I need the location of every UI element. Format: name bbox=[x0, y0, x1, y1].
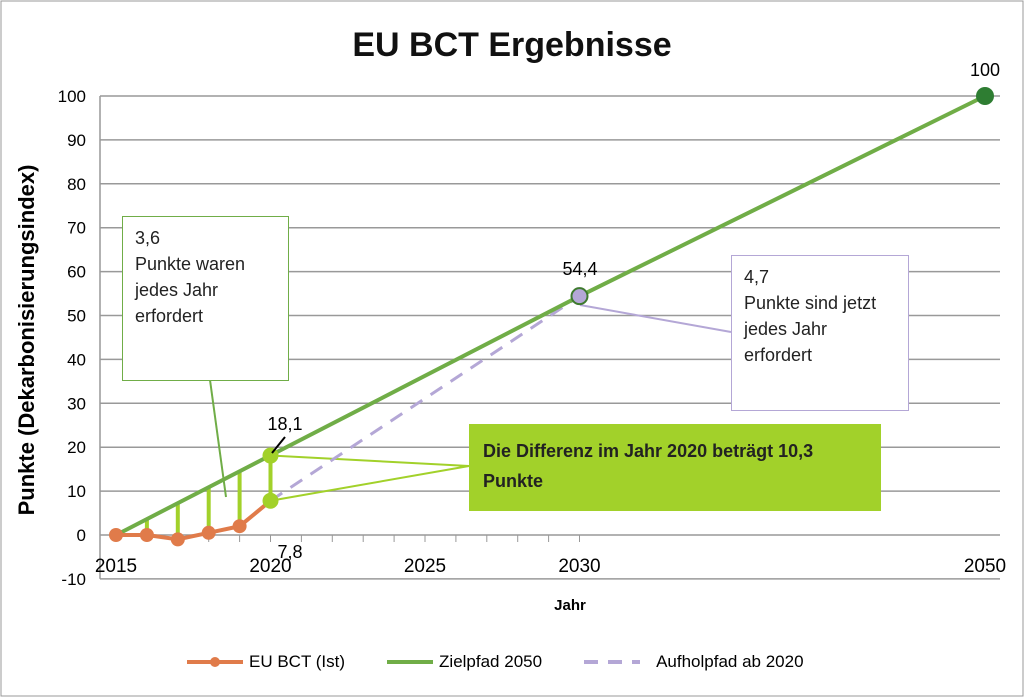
y-tick-label: 40 bbox=[67, 350, 86, 369]
annotation-left-value: 3,6 bbox=[135, 228, 161, 248]
x-tick-label: 2015 bbox=[95, 556, 137, 577]
annotation-right-value: 4,7 bbox=[744, 267, 770, 287]
legend-marker-icon bbox=[187, 657, 243, 667]
y-tick-label: 20 bbox=[67, 438, 86, 457]
data-point-ist bbox=[139, 528, 154, 542]
legend-line-icon bbox=[387, 660, 434, 664]
data-point-ist bbox=[109, 528, 123, 542]
y-tick-label: -10 bbox=[61, 570, 86, 589]
chart-title: EU BCT Ergebnisse bbox=[352, 26, 671, 64]
diff-connector-top bbox=[270, 454, 470, 467]
diff-connector-bottom bbox=[270, 465, 470, 502]
legend-label: Aufholpfad ab 2020 bbox=[656, 652, 804, 671]
legend: EU BCT (Ist) Zielpfad 2050 Aufholpfad ab… bbox=[185, 652, 804, 672]
data-label: 18,1 bbox=[267, 414, 302, 434]
x-tick-label: 2050 bbox=[964, 556, 1006, 577]
annotation-right-connector bbox=[579, 304, 732, 333]
y-tick-label: 0 bbox=[77, 526, 86, 545]
y-tick-label: 90 bbox=[67, 131, 86, 150]
x-axis-label: Jahr bbox=[554, 597, 586, 614]
label-pointer bbox=[271, 436, 286, 454]
x-tick-label: 2025 bbox=[404, 556, 446, 577]
data-point-ist bbox=[170, 532, 185, 547]
legend-label: Zielpfad 2050 bbox=[439, 652, 543, 671]
annotation-left: 3,6 Punkte waren jedes Jahr erfordert bbox=[122, 216, 289, 381]
y-tick-label: 30 bbox=[67, 394, 86, 413]
data-point-ist-2020 bbox=[262, 492, 279, 509]
y-tick-label: 50 bbox=[67, 307, 86, 326]
legend-item-aufholpfad[interactable]: Aufholpfad ab 2020 bbox=[582, 652, 804, 672]
data-label: 54,4 bbox=[562, 259, 597, 279]
series-line-aufholpfad bbox=[269, 294, 581, 503]
annotation-difference: Die Differenz im Jahr 2020 beträgt 10,3 … bbox=[469, 424, 881, 511]
data-point-ist bbox=[201, 525, 216, 540]
x-tick-label: 2020 bbox=[249, 556, 291, 577]
y-tick-label: 80 bbox=[67, 175, 86, 194]
y-axis-label: Punkte (Dekarbonisierungsindex) bbox=[14, 165, 39, 516]
data-point-ist bbox=[232, 519, 247, 534]
y-tick-label: 100 bbox=[58, 87, 86, 106]
y-tick-label: 70 bbox=[67, 219, 86, 238]
annotation-right-text: Punkte sind jetzt jedes Jahr erfordert bbox=[744, 293, 877, 365]
legend-label: EU BCT (Ist) bbox=[249, 652, 346, 671]
legend-item-ist[interactable]: EU BCT (Ist) bbox=[185, 652, 345, 672]
data-point-2050 bbox=[976, 87, 994, 105]
legend-item-zielpfad[interactable]: Zielpfad 2050 bbox=[385, 652, 542, 672]
data-point-target-2020 bbox=[262, 447, 279, 464]
annotation-right: 4,7 Punkte sind jetzt jedes Jahr erforde… bbox=[731, 255, 909, 411]
y-tick-label: 10 bbox=[67, 482, 86, 501]
data-label: 7,8 bbox=[277, 542, 302, 562]
data-point-2030 bbox=[570, 287, 589, 306]
annotation-left-text: Punkte waren jedes Jahr erfordert bbox=[135, 254, 246, 326]
legend-dash-icon bbox=[584, 660, 641, 664]
annotation-difference-text: Die Differenz im Jahr 2020 beträgt 10,3 … bbox=[483, 441, 814, 491]
data-label: 100 bbox=[970, 60, 1000, 80]
y-tick-label: 60 bbox=[67, 263, 86, 282]
x-tick-label: 2030 bbox=[558, 556, 600, 577]
